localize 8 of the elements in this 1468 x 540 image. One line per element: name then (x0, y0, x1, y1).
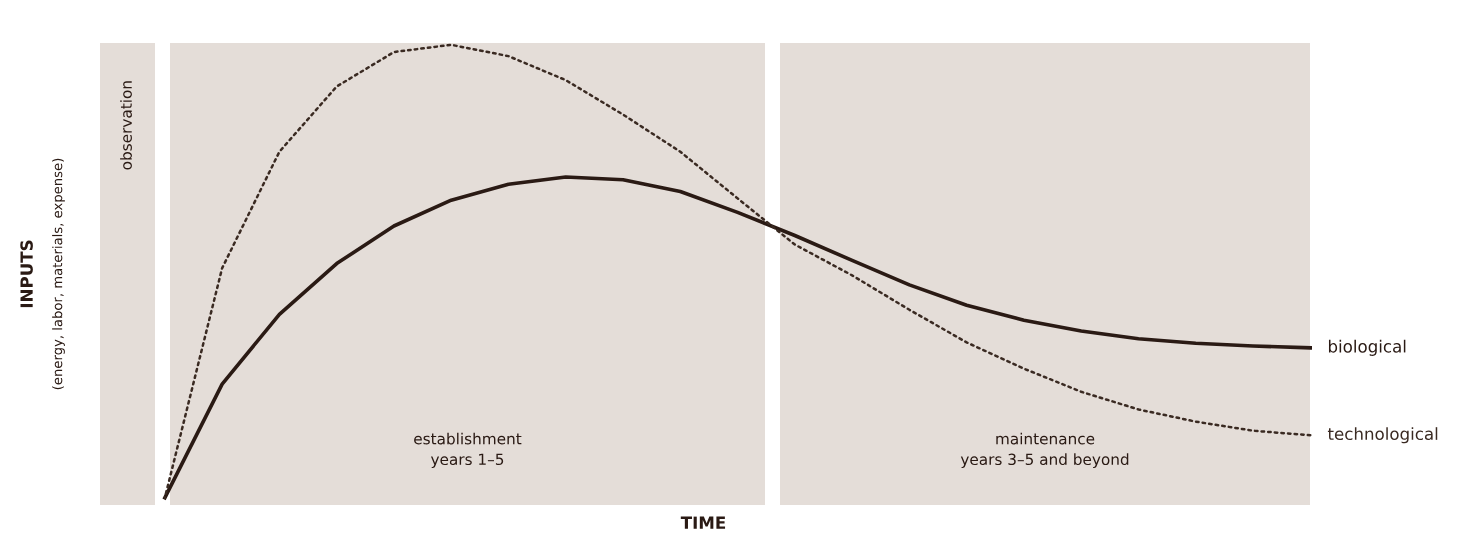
annotation: establishment years 1–5 (414, 432, 522, 469)
text: (energy, labor, materials, expense) (52, 158, 65, 390)
annotation: maintenance years 3–5 and beyond (960, 432, 1129, 469)
text: INPUTS (20, 240, 33, 308)
x-axis-title: TIME (680, 516, 726, 529)
series-label: biological (1328, 339, 1406, 356)
text: observation (120, 81, 132, 170)
series-label: technological (1327, 427, 1438, 444)
